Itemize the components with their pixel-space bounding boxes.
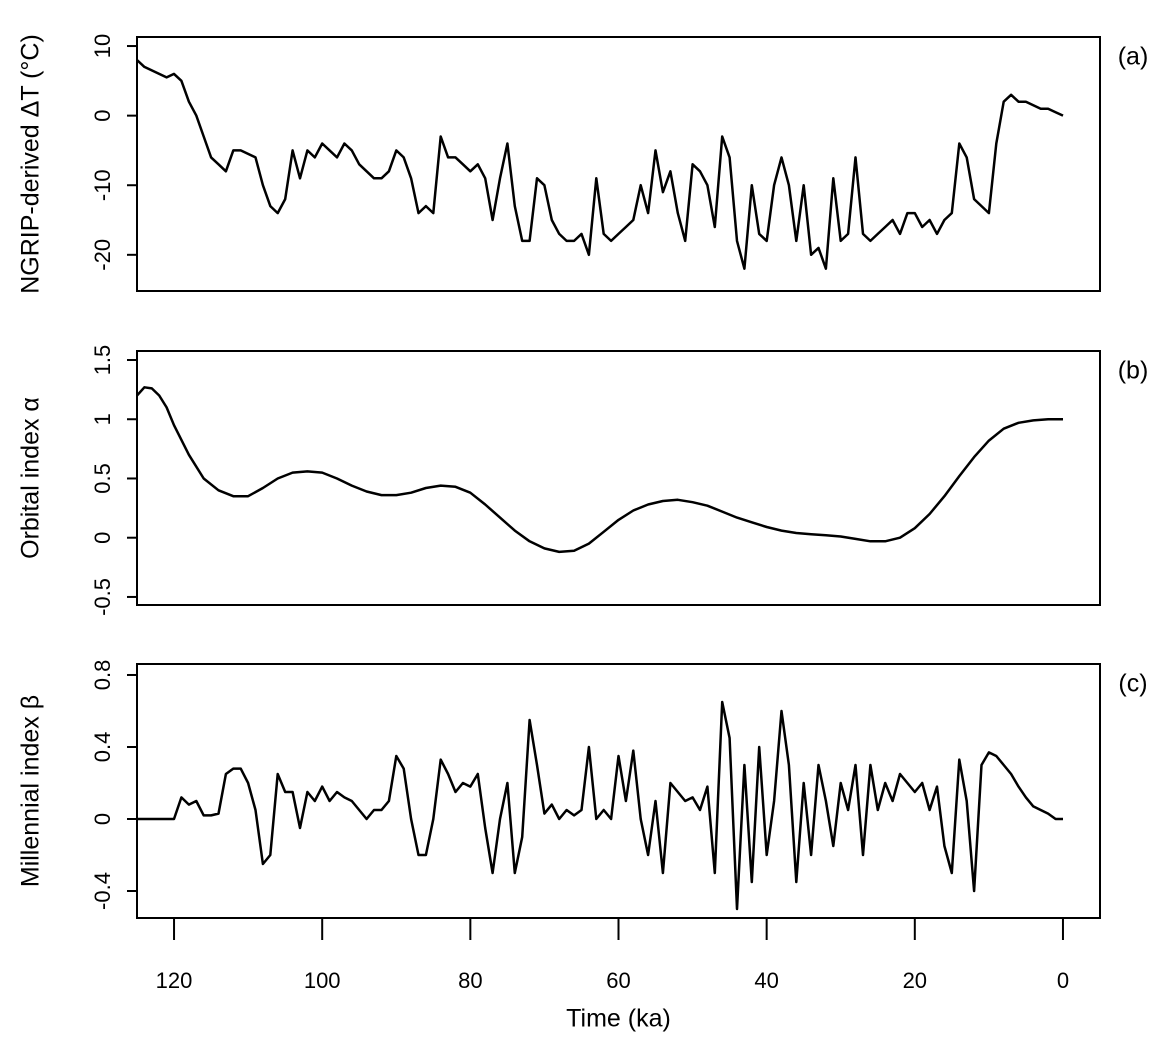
plot-frame [136, 663, 1101, 919]
y-tick-label: -0.4 [90, 872, 115, 910]
y-tick-label: 0 [90, 110, 115, 122]
y-tick-label: 0.8 [90, 660, 115, 691]
data-line [136, 386, 1063, 554]
y-axis-label: NGRIP-derived ΔT (°C) [17, 34, 45, 294]
y-tick-label: 0 [90, 813, 115, 825]
x-tick-label: 60 [606, 968, 630, 993]
y-tick-label: -20 [90, 239, 115, 271]
y-tick-label: 1.5 [90, 345, 115, 376]
x-axis-label: Time (ka) [566, 1005, 671, 1033]
y-tick-label: 0.4 [90, 732, 115, 763]
panel-label: (a) [1118, 43, 1149, 71]
y-axis-label: Millennial index β [17, 695, 45, 887]
x-tick-label: 100 [304, 968, 341, 993]
y-axis-label: Orbital index α [17, 397, 45, 559]
x-tick-label: 120 [156, 968, 193, 993]
data-line [136, 59, 1064, 270]
x-tick-label: 0 [1057, 968, 1069, 993]
panel-label: (b) [1118, 357, 1149, 385]
y-tick-label: 10 [90, 34, 115, 58]
y-tick-label: 0.5 [90, 463, 115, 494]
x-tick-label: 20 [903, 968, 927, 993]
y-tick-label: 1 [90, 413, 115, 425]
data-line [137, 700, 1063, 911]
x-tick-label: 80 [458, 968, 482, 993]
panel-label: (c) [1118, 670, 1147, 698]
y-tick-label: 0 [90, 532, 115, 544]
plot-frame [136, 36, 1101, 292]
x-tick-label: 40 [754, 968, 778, 993]
y-tick-label: -10 [90, 169, 115, 201]
y-tick-label: -0.5 [90, 578, 115, 616]
